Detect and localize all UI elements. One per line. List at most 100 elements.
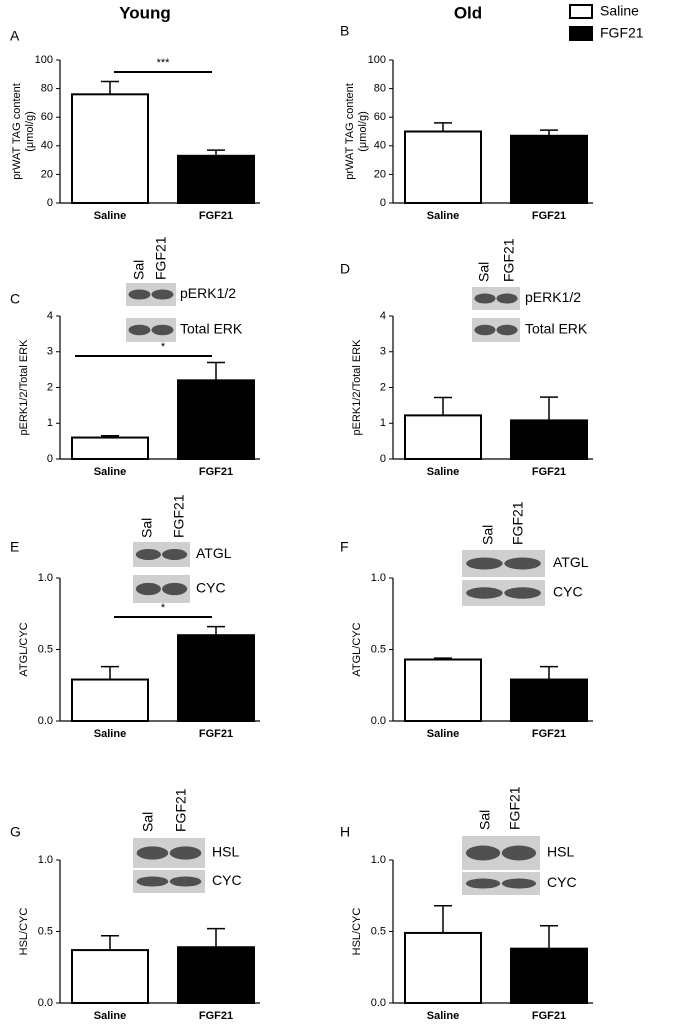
x-tick-label: FGF21	[532, 1010, 566, 1022]
blot-lane-label: FGF21	[153, 236, 169, 280]
blot-band-label: Total ERK	[180, 321, 243, 337]
blot-band-label: CYC	[553, 584, 583, 600]
blot-band-label: CYC	[547, 874, 577, 890]
column-header: Young	[119, 3, 171, 22]
blot-band-label: ATGL	[196, 545, 232, 561]
x-tick-label: Saline	[94, 210, 126, 222]
panel-letter: F	[340, 539, 349, 555]
y-tick-label: 20	[41, 168, 53, 180]
y-tick-label: 60	[41, 111, 53, 123]
blot-lane-label: Sal	[477, 810, 493, 830]
blot-band	[465, 845, 501, 861]
y-axis-label: pERK1/2/Total ERK	[18, 339, 30, 436]
x-tick-label: FGF21	[199, 1010, 233, 1022]
y-tick-label: 1.0	[371, 572, 386, 584]
bar	[510, 947, 588, 1004]
blot-lane-label: FGF21	[173, 788, 189, 832]
blot-lane-label: FGF21	[501, 238, 517, 282]
error-bar	[101, 80, 119, 95]
y-tick-label: 0.0	[38, 715, 53, 727]
x-tick-label: Saline	[94, 728, 126, 740]
error-bar	[434, 905, 452, 933]
bar	[177, 946, 255, 1004]
x-tick-label: FGF21	[199, 210, 233, 222]
y-tick-label: 0.5	[371, 925, 386, 937]
y-tick-label: 80	[41, 83, 53, 95]
panel-letter: B	[340, 23, 349, 39]
x-tick-label: FGF21	[532, 210, 566, 222]
blot-band	[128, 289, 151, 300]
bar	[404, 931, 482, 1004]
y-tick-label: 0.0	[371, 715, 386, 727]
blot-band	[151, 289, 174, 300]
error-bar	[434, 396, 452, 416]
blot-lane-label: FGF21	[507, 786, 523, 830]
panel-letter: G	[10, 824, 21, 840]
y-tick-label: 80	[374, 83, 386, 95]
y-tick-label: 0	[47, 453, 53, 465]
y-tick-label: 0	[380, 453, 386, 465]
blot-band-label: pERK1/2	[180, 285, 236, 301]
blot-lane-label: Sal	[139, 518, 155, 538]
error-bar	[101, 665, 119, 680]
bar	[404, 658, 482, 723]
error-bar	[101, 935, 119, 951]
x-tick-label: FGF21	[199, 728, 233, 740]
blot-lane-label: Sal	[480, 525, 496, 545]
blot-band-label: HSL	[212, 844, 239, 860]
blot-background	[462, 872, 540, 895]
blot-lane-label: Sal	[476, 262, 492, 282]
y-tick-label: 0.0	[371, 997, 386, 1009]
blot-band	[135, 582, 161, 596]
panel-letter: D	[340, 261, 350, 277]
y-axis-label: prWAT TAG content	[11, 83, 23, 180]
y-tick-label: 0.5	[38, 643, 53, 655]
blot-band	[474, 324, 496, 336]
bar	[404, 414, 482, 461]
blot-band	[474, 293, 496, 304]
y-tick-label: 40	[41, 140, 53, 152]
y-axis-label: ATGL/CYC	[18, 622, 30, 676]
legend-label: Saline	[600, 3, 639, 19]
blot-band	[169, 846, 202, 860]
y-tick-label: 0.5	[38, 925, 53, 937]
y-axis-label: ATGL/CYC	[351, 622, 363, 676]
y-tick-label: 60	[374, 111, 386, 123]
y-tick-label: 2	[380, 381, 386, 393]
y-tick-label: 0.0	[38, 997, 53, 1009]
blot-band	[169, 876, 202, 887]
y-axis-label: HSL/CYC	[18, 908, 30, 956]
blot-band	[466, 557, 503, 570]
blot-band-label: CYC	[212, 872, 242, 888]
error-bar	[207, 361, 225, 381]
blot-background	[472, 287, 520, 310]
blot-band	[496, 324, 518, 336]
blot-lane-label: Sal	[131, 260, 147, 280]
y-tick-label: 0.5	[371, 643, 386, 655]
column-header: Old	[454, 3, 482, 22]
y-tick-label: 1	[47, 417, 53, 429]
y-tick-label: 40	[374, 140, 386, 152]
bar	[71, 93, 149, 204]
error-bar	[540, 925, 558, 949]
bar	[71, 436, 149, 460]
bar	[404, 130, 482, 204]
y-axis-label: pERK1/2/Total ERK	[351, 339, 363, 436]
bar	[177, 379, 255, 461]
y-tick-label: 1.0	[371, 854, 386, 866]
blot-band	[128, 324, 151, 336]
blot-band	[466, 587, 503, 599]
blot-band	[501, 845, 537, 861]
significance-label: *	[161, 602, 166, 614]
y-tick-label: 3	[47, 346, 53, 358]
y-tick-label: 100	[35, 54, 53, 66]
x-tick-label: Saline	[94, 466, 126, 478]
error-bar	[207, 927, 225, 948]
y-tick-label: 1	[380, 417, 386, 429]
y-tick-label: 3	[380, 346, 386, 358]
y-tick-label: 100	[368, 54, 386, 66]
significance-label: *	[161, 341, 166, 353]
significance-label: ***	[157, 57, 171, 69]
panel-letter: E	[10, 539, 19, 555]
y-axis-label: (μmol/g)	[357, 111, 369, 152]
